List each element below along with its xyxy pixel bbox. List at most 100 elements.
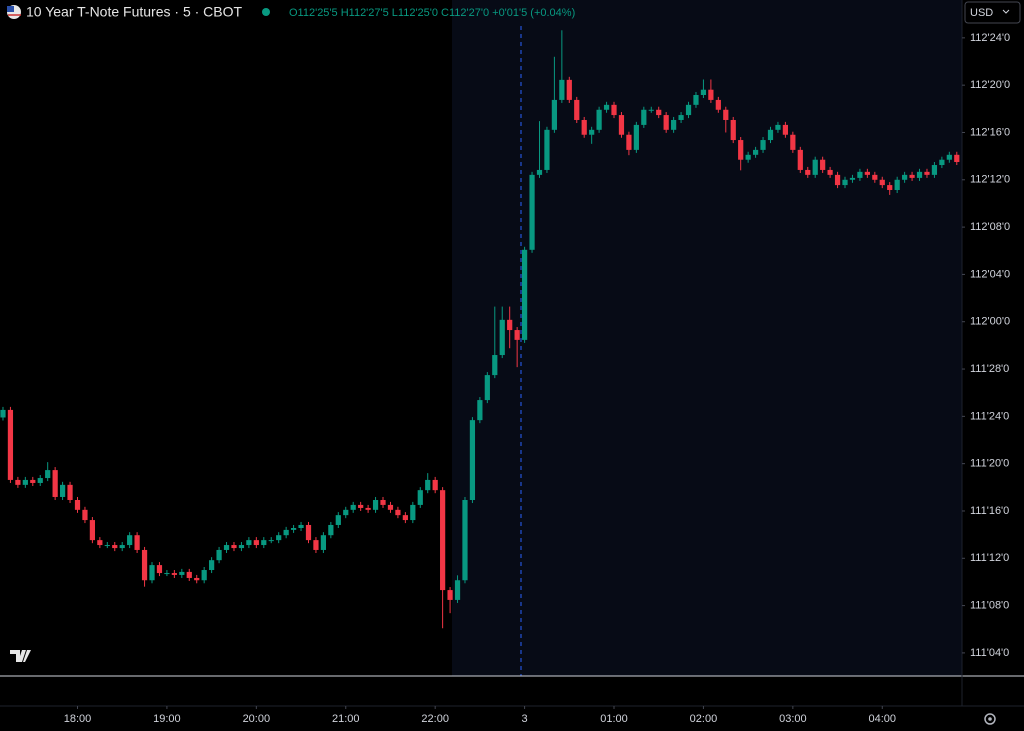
candle-body [261, 540, 267, 546]
candle-body [894, 179, 900, 191]
candle-body [730, 119, 736, 141]
x-tick-label: 3 [522, 713, 528, 725]
candle-body [566, 79, 572, 100]
candle-body [879, 179, 885, 186]
candle-body [89, 520, 96, 541]
x-tick-label: 21:00 [332, 713, 360, 725]
y-tick-label: 112'12'0 [970, 174, 1010, 186]
candle-body [37, 478, 43, 483]
candle-body [45, 470, 51, 479]
candle-body [112, 545, 118, 549]
chart-title: 10 Year T-Note Futures · 5 · CBOT [26, 4, 243, 20]
settings-icon [988, 717, 992, 721]
candle-body [924, 171, 930, 175]
candle-body [872, 174, 878, 180]
candle-body [231, 545, 237, 549]
candle-body [656, 109, 662, 116]
candle-body [74, 499, 81, 510]
candle-body [559, 79, 565, 100]
candle-body [589, 129, 595, 135]
candle-body [708, 89, 714, 100]
candle-body [954, 154, 960, 162]
candle-body [574, 99, 580, 120]
candle-body [499, 319, 505, 356]
flag-icon [7, 6, 14, 12]
candle-body [149, 565, 155, 581]
candle-body [484, 375, 490, 401]
session-shade [452, 0, 962, 676]
currency-label[interactable]: USD [970, 7, 993, 19]
candle-body [15, 479, 21, 485]
candle-body [849, 177, 856, 180]
candle-body [119, 545, 125, 549]
candle-body [7, 409, 14, 480]
candle-body [52, 470, 58, 497]
candle-body [343, 509, 349, 516]
candle-body [194, 577, 200, 581]
candle-body [767, 129, 774, 141]
candle-body [0, 409, 6, 418]
candle-body [372, 499, 379, 510]
y-tick-label: 111'16'0 [970, 505, 1009, 517]
candle-body [223, 545, 230, 550]
candle-body [700, 89, 707, 96]
y-tick-label: 112'04'0 [970, 268, 1010, 280]
candle-body [59, 484, 66, 497]
candle-body [834, 174, 841, 186]
candle-body [380, 499, 386, 505]
candle-body [238, 545, 245, 549]
candle-body [916, 171, 923, 178]
candle-body [648, 109, 654, 111]
candle-body [425, 479, 431, 491]
x-tick-label: 02:00 [690, 713, 718, 725]
candle-body [462, 499, 468, 581]
candle-body [738, 140, 744, 160]
candle-body [551, 99, 558, 130]
status-dot [262, 8, 270, 16]
candle-body [857, 171, 863, 178]
x-tick-label: 01:00 [600, 713, 628, 725]
settings-icon[interactable] [984, 713, 996, 725]
candle-body [745, 154, 751, 160]
candle-body [633, 124, 639, 150]
y-tick-label: 111'20'0 [970, 458, 1009, 470]
candle-body [402, 515, 408, 521]
candle-body [797, 149, 803, 170]
candle-body [276, 535, 282, 541]
candle-body [626, 134, 632, 150]
candle-body [201, 570, 207, 581]
candle-body [253, 540, 259, 546]
candle-body [358, 504, 364, 508]
candle-body [514, 330, 520, 340]
candle-body [909, 174, 915, 178]
candle-body [283, 529, 289, 536]
candle-body [887, 185, 893, 191]
y-tick-label: 111'28'0 [970, 363, 1009, 375]
candle-body [350, 504, 356, 510]
candle-body [313, 540, 319, 550]
x-tick-label: 03:00 [779, 713, 807, 725]
candle-body [611, 104, 617, 116]
y-tick-label: 112'00'0 [970, 316, 1010, 328]
candle-body [186, 571, 192, 578]
candle-body [521, 249, 528, 340]
candle-body [290, 528, 297, 530]
candle-body [440, 490, 446, 591]
candle-body [171, 573, 177, 575]
dropdown-arrow [1002, 9, 1010, 14]
y-tick-label: 111'24'0 [970, 410, 1009, 422]
y-tick-label: 112'16'0 [970, 126, 1010, 138]
candle-body [581, 119, 587, 135]
candle-body [97, 540, 103, 546]
candle-body [469, 420, 476, 500]
candle-body [477, 400, 483, 421]
candle-body [618, 115, 625, 135]
candle-body [127, 535, 133, 546]
candle-body [663, 115, 669, 130]
candle-body [715, 99, 721, 110]
candle-body [30, 479, 36, 483]
candle-body [603, 104, 610, 110]
currency-button[interactable] [964, 1, 1021, 24]
candle-body [939, 159, 945, 166]
candle-body [22, 479, 28, 485]
